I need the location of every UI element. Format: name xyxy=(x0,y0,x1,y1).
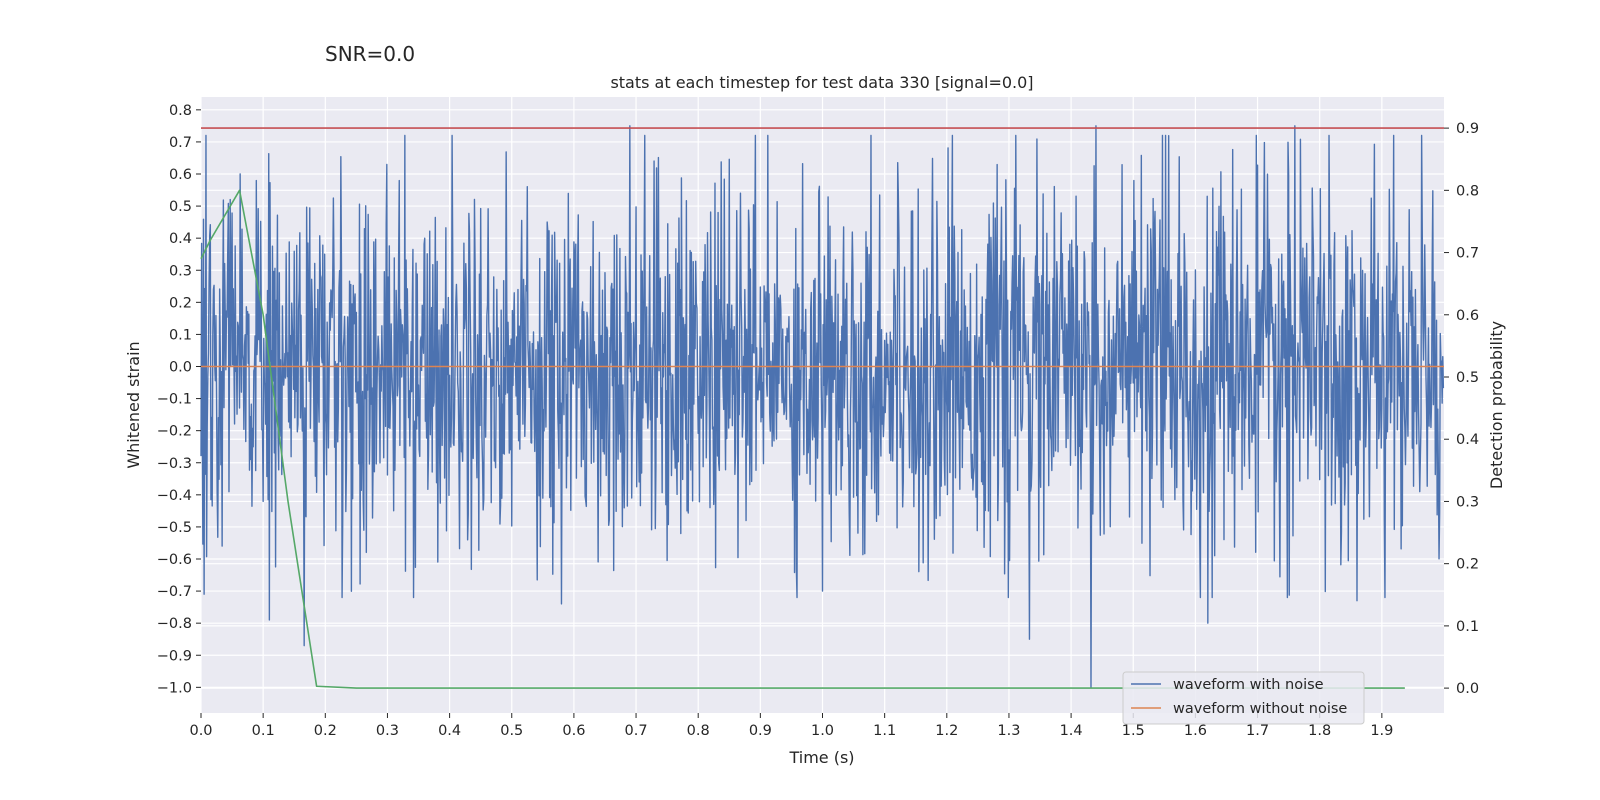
x-tick-label: 1.7 xyxy=(1246,723,1269,739)
x-tick-label: 1.2 xyxy=(935,723,958,739)
y-tick-label: 0.3 xyxy=(169,263,192,279)
x-tick-label: 1.9 xyxy=(1370,723,1393,739)
x-tick-label: 1.0 xyxy=(811,723,834,739)
series-detection-probability xyxy=(200,189,1405,689)
y-tick-label: −0.2 xyxy=(157,424,192,440)
x-tick-label: 0.9 xyxy=(749,723,772,739)
y2-tick-label: 0.0 xyxy=(1456,681,1479,697)
x-tick-label: 0.4 xyxy=(438,723,461,739)
x-tick-label: 0.0 xyxy=(189,723,212,739)
y-tick-label: 0.6 xyxy=(169,167,192,183)
y-tick-label: −0.4 xyxy=(157,488,192,504)
y2-tick-label: 0.5 xyxy=(1456,370,1479,386)
y-tick-label: −0.8 xyxy=(157,616,192,632)
legend-box xyxy=(1122,671,1365,725)
x-tick-label: 0.5 xyxy=(500,723,523,739)
y-tick-label: 0.4 xyxy=(169,231,192,247)
x-axis-label: Time (s) xyxy=(788,748,854,767)
y-tick-label: 0.1 xyxy=(169,327,192,343)
y-tick-label: −1.0 xyxy=(157,680,192,696)
y-axis-right: 0.9 0.8 0.7 0.6 0.5 0.4 0.3 0.2 0.1 0.0 xyxy=(1444,121,1479,697)
y2-tick-label: 0.9 xyxy=(1456,121,1479,137)
y-tick-label: 0.7 xyxy=(169,135,192,151)
y-tick-label: −0.9 xyxy=(157,648,192,664)
y-tick-label: 0.8 xyxy=(169,103,192,119)
y-tick-label: −0.6 xyxy=(157,552,192,568)
y2-tick-label: 0.3 xyxy=(1456,494,1479,510)
x-tick-label: 0.7 xyxy=(625,723,648,739)
y2-tick-label: 0.1 xyxy=(1456,619,1479,635)
x-tick-label: 1.5 xyxy=(1122,723,1145,739)
y2-tick-label: 0.8 xyxy=(1456,183,1479,199)
y-axis-left: 0.8 0.7 0.6 0.5 0.4 0.3 0.2 0.1 0.0 −0.1 −0.2 −0.3 −… xyxy=(157,103,201,696)
chart-suptitle: SNR=0.0 xyxy=(325,42,415,66)
x-tick-label: 1.6 xyxy=(1184,723,1207,739)
y-tick-label: −0.3 xyxy=(157,456,192,472)
x-tick-label: 0.1 xyxy=(252,723,275,739)
y-tick-label: 0.2 xyxy=(169,295,192,311)
legend-label-clean: waveform without noise xyxy=(1173,701,1347,717)
x-tick-label: 0.6 xyxy=(562,723,585,739)
y2-tick-label: 0.4 xyxy=(1456,432,1479,448)
y-tick-label: 0.0 xyxy=(169,360,192,376)
y2-tick-label: 0.7 xyxy=(1456,246,1479,262)
x-axis: 0.0 0.1 0.2 0.3 0.4 0.5 0.6 0.7 0.8 0.9 1.0 1.1 1.2 1… xyxy=(189,713,1393,739)
x-tick-label: 1.8 xyxy=(1308,723,1331,739)
x-tick-label: 0.2 xyxy=(314,723,337,739)
y-tick-label: −0.5 xyxy=(157,520,192,536)
y-tick-label: 0.5 xyxy=(169,199,192,215)
x-tick-label: 1.3 xyxy=(997,723,1020,739)
y-axis-label-left: Whitened strain xyxy=(124,341,143,468)
legend-label-noise: waveform with noise xyxy=(1173,677,1324,693)
y-tick-label: −0.1 xyxy=(157,392,192,408)
y-axis-label-right: Detection probability xyxy=(1487,321,1506,489)
y-tick-label: −0.7 xyxy=(157,584,192,600)
series-waveform-with-noise xyxy=(200,125,1445,689)
x-tick-label: 0.3 xyxy=(376,723,399,739)
x-tick-label: 1.4 xyxy=(1060,723,1083,739)
chart-title: stats at each timestep for test data 330… xyxy=(610,73,1033,92)
x-tick-label: 1.1 xyxy=(873,723,896,739)
series-layer xyxy=(200,125,1445,689)
y2-tick-label: 0.2 xyxy=(1456,557,1479,573)
y2-tick-label: 0.6 xyxy=(1456,308,1479,324)
x-tick-label: 0.8 xyxy=(687,723,710,739)
legend: waveform with noise waveform without noi… xyxy=(1122,671,1365,725)
